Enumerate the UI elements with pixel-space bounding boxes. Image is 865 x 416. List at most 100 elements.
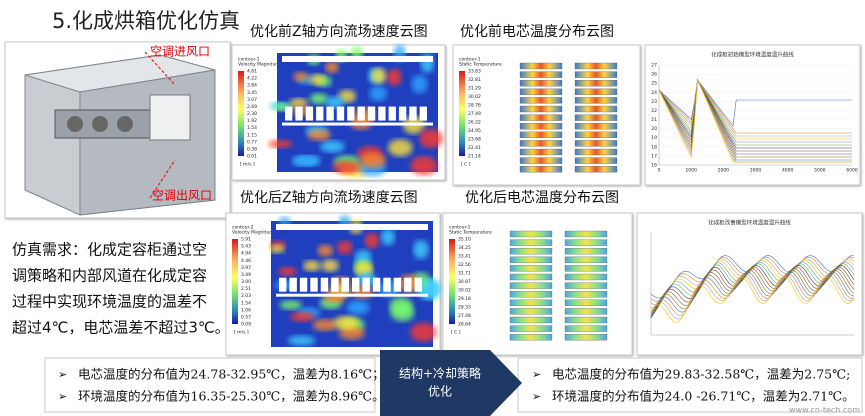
legend-title: Static Temperature	[449, 230, 492, 236]
cell-slot	[320, 277, 329, 292]
y-tick-label: 23	[651, 99, 657, 105]
legend-level: 35.10	[458, 237, 471, 243]
cell	[519, 105, 563, 113]
requirement-line: 过程中实现环境温度的温差不	[12, 293, 207, 311]
chart-frame	[644, 44, 861, 186]
bullet-text: 环境温度的分布值为24.0 -26.71℃，温差为2.71℃。	[552, 389, 855, 404]
legend-unit: [ m/s ]	[240, 162, 255, 168]
curve	[658, 79, 852, 149]
cell	[564, 256, 608, 263]
x-tick-label: 3000	[750, 168, 762, 174]
legend-title: Velocity Magnitude	[232, 230, 275, 236]
watermark: www.cn-tech.com	[789, 406, 860, 415]
legend-level: 0.38	[247, 146, 257, 152]
cell	[574, 148, 618, 156]
legend-level: 3.07	[247, 97, 257, 103]
curve	[658, 79, 852, 134]
cell	[509, 334, 553, 341]
cell	[564, 273, 608, 281]
cell-slot	[414, 277, 422, 292]
arrow-text: 结构+冷却策略	[399, 366, 481, 381]
cell	[509, 230, 553, 238]
y-tick-label: 17	[651, 153, 657, 159]
cell	[564, 248, 608, 255]
colorbar	[238, 71, 244, 156]
flow-blob	[380, 228, 395, 246]
legend-level: 32.81	[468, 77, 481, 83]
cell	[509, 325, 553, 332]
legend-level: 32.56	[458, 262, 471, 268]
cell-slot	[316, 106, 324, 121]
cell	[564, 291, 608, 298]
cell-slot	[326, 106, 334, 121]
bullet-mark: ➢	[58, 390, 67, 403]
flow-blob	[289, 97, 308, 108]
flow-blob	[320, 140, 345, 153]
cell-slot	[331, 277, 339, 292]
flow-blob	[268, 139, 293, 149]
x-tick-label: 1000	[685, 168, 697, 174]
legend-level: 4.61	[247, 69, 257, 75]
legend-title: contour-1	[459, 57, 481, 63]
legend-level: 0.77	[247, 139, 257, 145]
cell	[519, 62, 563, 70]
requirement-line: 超过4℃，电芯温差不超过3℃。	[12, 319, 230, 337]
curve	[658, 78, 852, 158]
legend-level: 3.49	[241, 272, 251, 278]
legend-level: 5.91	[241, 237, 251, 243]
cell-slot	[378, 106, 386, 121]
y-tick-label: 25	[651, 81, 657, 87]
y-tick-label: 27	[651, 63, 657, 69]
curve	[650, 271, 855, 317]
requirement-line: 调策略和内部风道在化成定容	[12, 267, 207, 285]
cell-slot	[310, 277, 318, 292]
legend-level: 1.06	[241, 307, 251, 313]
cell	[564, 239, 608, 246]
panel-title: 优化前电芯温度分布云图	[460, 23, 614, 40]
x-tick-label: 2000	[718, 168, 730, 174]
y-tick-label: 21	[651, 117, 657, 123]
cell-slot	[347, 106, 355, 121]
legend-level: 1.92	[247, 118, 257, 124]
curve	[658, 79, 852, 137]
curve	[658, 78, 852, 155]
shelf	[276, 293, 428, 297]
legend-level: 24.95	[468, 128, 481, 134]
legend-level: 1.54	[247, 125, 257, 131]
cell	[564, 308, 608, 315]
cell-slot	[305, 106, 314, 121]
cell-slot	[404, 277, 412, 292]
flow-blob	[290, 311, 315, 322]
y-tick-label: 24	[651, 90, 657, 96]
arrow	[380, 350, 522, 416]
requirement: 仿真需求：化成定容柜通过空调策略和内部风道在化成定容过程中实现环境温度的温差不超…	[12, 241, 230, 337]
bullet-text: 环境温度的分布值为16.35-25.30℃，温差为8.96℃。	[78, 389, 385, 404]
x-tick-label: 0	[658, 168, 661, 174]
y-tick-label: 26	[651, 72, 657, 78]
cell-slot	[383, 277, 391, 292]
flow-blob	[309, 73, 325, 85]
curve	[658, 79, 852, 143]
shelf	[282, 56, 433, 62]
chart-frame	[636, 212, 863, 356]
before-box	[44, 357, 376, 413]
legend-title: Velocity Magnitude	[238, 62, 281, 68]
flow-blob	[321, 259, 339, 272]
cell	[509, 282, 553, 289]
cell-slot	[372, 277, 381, 292]
flow-blob	[312, 318, 338, 331]
cell	[509, 273, 553, 281]
flow-blob	[346, 300, 370, 315]
legend-level: 26.64	[458, 322, 471, 328]
cell	[564, 325, 608, 332]
legend-level: 2.69	[247, 104, 257, 110]
flow-blob	[411, 74, 428, 94]
legend-level: 22.41	[468, 145, 481, 151]
flow-blob	[269, 244, 285, 254]
legend-level: 3.45	[247, 90, 257, 96]
cell	[519, 157, 563, 164]
bullets: ➢ 电芯温度的分布值为24.78-32.95℃，温差为8.16℃； ➢ 环境温度的分布…	[58, 367, 855, 404]
cell	[519, 71, 563, 78]
